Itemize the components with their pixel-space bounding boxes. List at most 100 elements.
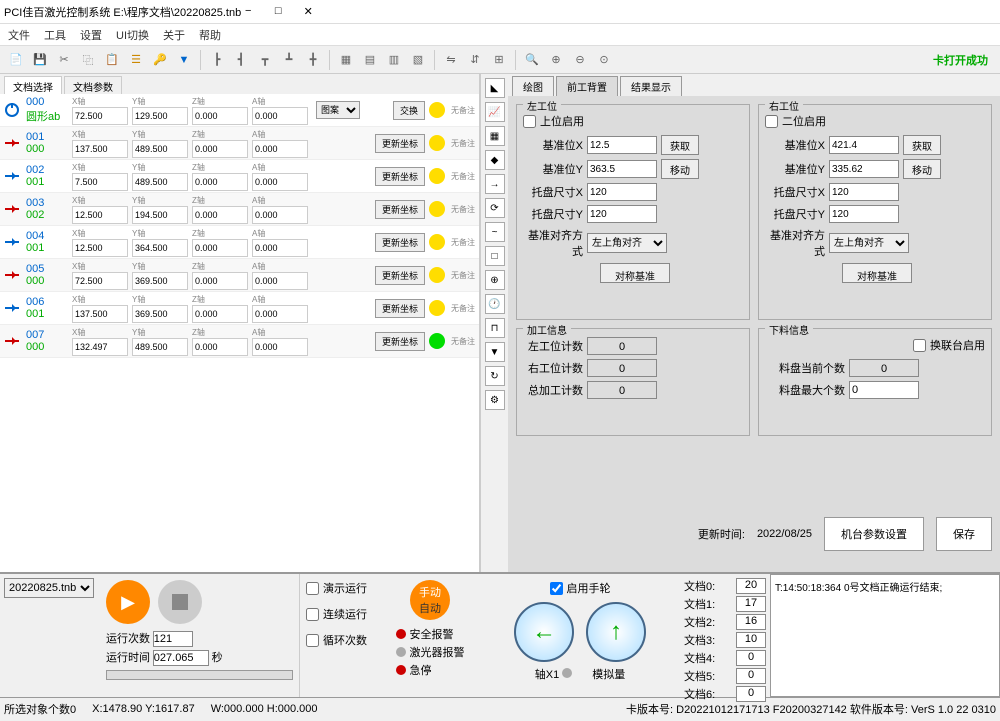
right-tab[interactable]: 绘图 bbox=[512, 76, 554, 96]
side-tool-icon[interactable]: ▼ bbox=[485, 342, 505, 362]
manual-button[interactable]: 手动自动 bbox=[410, 580, 450, 620]
doc-y-input[interactable] bbox=[132, 173, 188, 191]
doc-row[interactable]: 004001 X轴 Y轴 Z轴 A轴 更新坐标 无备注 bbox=[0, 226, 479, 259]
runcount-input[interactable] bbox=[153, 631, 193, 647]
side-tool-icon[interactable]: ⟳ bbox=[485, 198, 505, 218]
doc-row[interactable]: 006001 X轴 Y轴 Z轴 A轴 更新坐标 无备注 bbox=[0, 292, 479, 325]
tool-mirror-v-icon[interactable]: ⇵ bbox=[465, 50, 485, 70]
tool-zoom-fit-icon[interactable]: ⊙ bbox=[594, 50, 614, 70]
menu-设置[interactable]: 设置 bbox=[80, 27, 102, 43]
stop-button[interactable] bbox=[158, 580, 202, 624]
tool-key-icon[interactable]: 🔑 bbox=[150, 50, 170, 70]
doc-z-input[interactable] bbox=[192, 272, 248, 290]
side-tool-icon[interactable]: □ bbox=[485, 246, 505, 266]
doc-z-input[interactable] bbox=[192, 107, 248, 125]
right-tab[interactable]: 前工背置 bbox=[556, 76, 618, 96]
side-tool-icon[interactable]: ↻ bbox=[485, 366, 505, 386]
doc-x-input[interactable] bbox=[72, 140, 128, 158]
right-tab[interactable]: 结果显示 bbox=[620, 76, 682, 96]
doc-y-input[interactable] bbox=[132, 305, 188, 323]
doc-update-btn[interactable]: 更新坐标 bbox=[375, 167, 425, 186]
feed-max-input[interactable] bbox=[849, 381, 919, 399]
doc-a-input[interactable] bbox=[252, 338, 308, 356]
tool-list-icon[interactable]: ☰ bbox=[126, 50, 146, 70]
side-tool-icon[interactable]: ⊕ bbox=[485, 270, 505, 290]
doc-a-input[interactable] bbox=[252, 239, 308, 257]
right-trayx-input[interactable] bbox=[829, 183, 899, 201]
menu-UI切换[interactable]: UI切换 bbox=[116, 27, 149, 43]
side-tool-icon[interactable]: → bbox=[485, 174, 505, 194]
doc-y-input[interactable] bbox=[132, 272, 188, 290]
side-tool-icon[interactable]: 🕐 bbox=[485, 294, 505, 314]
right-basex-input[interactable] bbox=[829, 136, 899, 154]
doc-a-input[interactable] bbox=[252, 140, 308, 158]
doc-a-input[interactable] bbox=[252, 305, 308, 323]
side-tool-icon[interactable]: ~ bbox=[485, 222, 505, 242]
doc-update-btn[interactable]: 更新坐标 bbox=[375, 266, 425, 285]
doc-row[interactable]: 007000 X轴 Y轴 Z轴 A轴 更新坐标 无备注 bbox=[0, 325, 479, 358]
doc-x-input[interactable] bbox=[72, 206, 128, 224]
doc-update-btn[interactable]: 更新坐标 bbox=[375, 233, 425, 252]
tool-grid2-icon[interactable]: ▤ bbox=[360, 50, 380, 70]
doc-x-input[interactable] bbox=[72, 338, 128, 356]
right-align-select[interactable]: 左上角对齐 bbox=[829, 233, 909, 253]
minimize-button[interactable]: − bbox=[241, 5, 255, 18]
doc-z-input[interactable] bbox=[192, 239, 248, 257]
tool-align2-icon[interactable]: ┫ bbox=[231, 50, 251, 70]
doc-z-input[interactable] bbox=[192, 173, 248, 191]
tool-save-icon[interactable]: 💾 bbox=[30, 50, 50, 70]
doc-x-input[interactable] bbox=[72, 305, 128, 323]
doc-x-input[interactable] bbox=[72, 239, 128, 257]
left-basey-input[interactable] bbox=[587, 160, 657, 178]
doc-row[interactable]: 001000 X轴 Y轴 Z轴 A轴 更新坐标 无备注 bbox=[0, 127, 479, 160]
doc-a-input[interactable] bbox=[252, 272, 308, 290]
doc-update-btn[interactable]: 更新坐标 bbox=[375, 200, 425, 219]
dial-left[interactable]: ← bbox=[514, 602, 574, 662]
tool-mirror-h-icon[interactable]: ⇋ bbox=[441, 50, 461, 70]
tool-filter-icon[interactable]: ▼ bbox=[174, 50, 194, 70]
doc-a-input[interactable] bbox=[252, 107, 308, 125]
close-button[interactable]: ✕ bbox=[301, 5, 315, 18]
doc-z-input[interactable] bbox=[192, 140, 248, 158]
run-opt-check[interactable] bbox=[306, 582, 319, 595]
run-opt-check[interactable] bbox=[306, 608, 319, 621]
doc-update-btn[interactable]: 更新坐标 bbox=[375, 299, 425, 318]
doc-row[interactable]: 000圆形ab X轴 Y轴 Z轴 A轴 图案 交换 无备注 bbox=[0, 94, 479, 127]
tool-grid4-icon[interactable]: ▧ bbox=[408, 50, 428, 70]
left-tab[interactable]: 文档选择 bbox=[4, 76, 62, 94]
left-align-select[interactable]: 左上角对齐 bbox=[587, 233, 667, 253]
run-opt-check[interactable] bbox=[306, 634, 319, 647]
side-tool-icon[interactable]: ⚙ bbox=[485, 390, 505, 410]
doc-y-input[interactable] bbox=[132, 140, 188, 158]
side-tool-icon[interactable]: 📈 bbox=[485, 102, 505, 122]
dial-right[interactable]: ↑ bbox=[586, 602, 646, 662]
doc-x-input[interactable] bbox=[72, 107, 128, 125]
tool-paste-icon[interactable]: 📋 bbox=[102, 50, 122, 70]
doc-row[interactable]: 005000 X轴 Y轴 Z轴 A轴 更新坐标 无备注 bbox=[0, 259, 479, 292]
tool-zoom-out-icon[interactable]: ⊖ bbox=[570, 50, 590, 70]
doc-z-input[interactable] bbox=[192, 338, 248, 356]
menu-文件[interactable]: 文件 bbox=[8, 27, 30, 43]
right-basey-btn[interactable]: 移动 bbox=[903, 159, 941, 179]
tool-array-icon[interactable]: ⊞ bbox=[489, 50, 509, 70]
save-button[interactable]: 保存 bbox=[936, 517, 992, 551]
tool-grid1-icon[interactable]: ▦ bbox=[336, 50, 356, 70]
tool-align-icon[interactable]: ┣ bbox=[207, 50, 227, 70]
doc-row[interactable]: 003002 X轴 Y轴 Z轴 A轴 更新坐标 无备注 bbox=[0, 193, 479, 226]
doc-a-input[interactable] bbox=[252, 173, 308, 191]
left-basex-btn[interactable]: 获取 bbox=[661, 135, 699, 155]
right-basey-input[interactable] bbox=[829, 160, 899, 178]
left-trayx-input[interactable] bbox=[587, 183, 657, 201]
tool-grid3-icon[interactable]: ▥ bbox=[384, 50, 404, 70]
tool-align3-icon[interactable]: ┳ bbox=[255, 50, 275, 70]
doc-y-input[interactable] bbox=[132, 206, 188, 224]
right-trayy-input[interactable] bbox=[829, 205, 899, 223]
menu-帮助[interactable]: 帮助 bbox=[199, 27, 221, 43]
tool-align4-icon[interactable]: ┻ bbox=[279, 50, 299, 70]
left-basex-input[interactable] bbox=[587, 136, 657, 154]
right-sym-btn[interactable]: 对称基准 bbox=[842, 263, 912, 283]
doc-update-btn[interactable]: 交换 bbox=[393, 101, 425, 120]
menu-工具[interactable]: 工具 bbox=[44, 27, 66, 43]
side-tool-icon[interactable]: ⊓ bbox=[485, 318, 505, 338]
side-tool-icon[interactable]: ◣ bbox=[485, 78, 505, 98]
